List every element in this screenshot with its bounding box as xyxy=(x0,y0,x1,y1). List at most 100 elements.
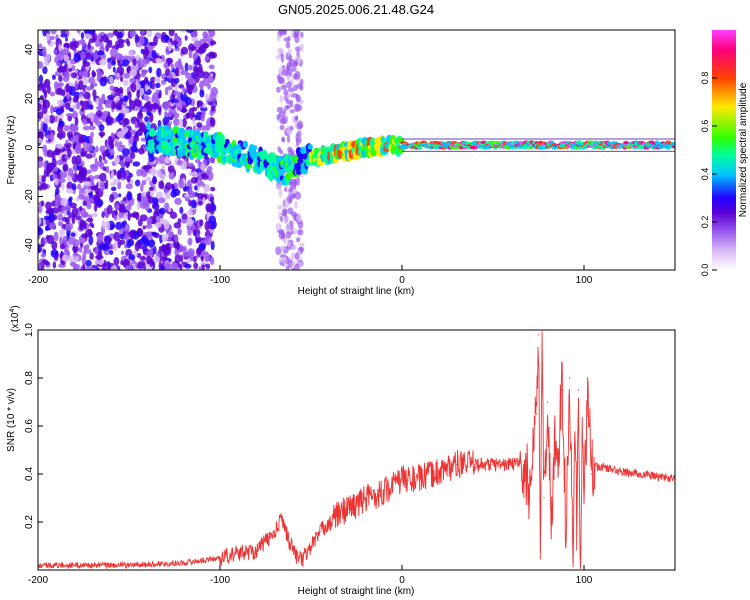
heatmap-cell xyxy=(48,213,55,223)
heatmap-cell xyxy=(59,228,65,237)
heatmap-cell xyxy=(109,85,115,91)
snr-x-axis-label: Height of straight line (km) xyxy=(298,586,415,597)
heatmap-cell xyxy=(286,104,291,110)
heatmap-cell xyxy=(289,109,296,114)
heatmap-cell xyxy=(82,118,88,126)
heatmap-cell xyxy=(164,157,171,165)
heatmap-cell xyxy=(117,42,125,49)
heatmap-cell xyxy=(127,130,131,140)
heatmap-cell xyxy=(211,204,217,212)
heatmap-cell xyxy=(196,233,201,239)
snr-data-point xyxy=(577,389,580,391)
heatmap-cell xyxy=(118,211,124,218)
heatmap-cell xyxy=(178,179,184,189)
heatmap-cell xyxy=(163,124,170,133)
heatmap-cell xyxy=(138,147,145,155)
heatmap-cell xyxy=(96,70,103,80)
heatmap-cell xyxy=(55,143,64,149)
heatmap-cell xyxy=(143,76,149,85)
heatmap-cell xyxy=(202,197,206,204)
heatmap-cell xyxy=(74,255,79,263)
snr-data-point xyxy=(587,401,589,403)
heatmap-cell xyxy=(106,261,111,267)
heatmap-cell xyxy=(73,53,81,63)
heatmap-cell xyxy=(170,261,176,270)
heatmap-cell xyxy=(112,66,116,73)
heatmap-cell xyxy=(141,57,150,65)
heatmap-cell xyxy=(189,46,197,51)
heatmap-cell xyxy=(52,150,60,156)
heatmap-cell xyxy=(87,41,91,50)
heatmap-cell xyxy=(44,261,50,266)
heatmap-cell xyxy=(102,166,107,172)
heatmap-cell xyxy=(39,95,44,100)
heatmap-cell xyxy=(174,77,180,84)
heatmap-cell xyxy=(130,30,137,37)
heatmap-cell xyxy=(145,30,153,38)
snr-data-point xyxy=(355,504,358,506)
heatmap-cell xyxy=(81,166,87,176)
snr-data-point xyxy=(519,461,521,463)
spectrogram-y-axis-label: Frequency (Hz) xyxy=(6,116,17,185)
heatmap-cell xyxy=(164,76,168,82)
heatmap-cell xyxy=(71,72,78,79)
snr-data-point xyxy=(525,478,527,480)
heatmap-cell xyxy=(62,125,71,132)
heatmap-cell xyxy=(148,130,156,137)
heatmap-cell xyxy=(45,134,52,139)
heatmap-cell xyxy=(83,91,91,100)
heatmap-cell xyxy=(149,232,153,241)
heatmap-cell xyxy=(109,249,114,255)
heatmap-cell xyxy=(175,67,180,76)
heatmap-cell xyxy=(157,92,161,99)
heatmap-cell xyxy=(285,66,290,75)
heatmap-cell xyxy=(82,200,88,206)
heatmap-cell xyxy=(63,54,70,63)
heatmap-cell xyxy=(54,115,58,123)
snr-data-point xyxy=(288,540,290,542)
heatmap-cell xyxy=(87,198,95,205)
snr-data-point xyxy=(539,550,541,552)
heatmap-cell xyxy=(56,61,61,67)
heatmap-cell xyxy=(100,132,104,138)
heatmap-cell xyxy=(65,83,70,94)
heatmap-cell xyxy=(207,76,215,84)
heatmap-cell xyxy=(52,261,57,269)
snr-data-point xyxy=(590,473,592,475)
heatmap-cell xyxy=(112,241,119,251)
heatmap-cell xyxy=(85,52,92,60)
heatmap-cell xyxy=(145,231,150,239)
heatmap-cell xyxy=(109,75,114,85)
heatmap-cell xyxy=(176,105,181,111)
heatmap-cell xyxy=(149,247,154,257)
heatmap-cell xyxy=(127,91,132,100)
heatmap-cell xyxy=(119,92,124,99)
heatmap-cell xyxy=(417,146,423,150)
heatmap-cell xyxy=(66,175,72,182)
heatmap-cell xyxy=(87,30,96,35)
heatmap-cell xyxy=(72,252,79,257)
heatmap-cell xyxy=(72,245,79,253)
heatmap-cell xyxy=(181,218,188,224)
heatmap-cell xyxy=(125,183,133,190)
heatmap-cell xyxy=(147,239,156,248)
snr-data-point xyxy=(281,516,283,518)
heatmap-cell xyxy=(42,99,51,110)
heatmap-cell xyxy=(38,160,44,168)
snr-data-point xyxy=(576,521,578,523)
heatmap-cell xyxy=(56,99,64,106)
heatmap-cell xyxy=(197,200,204,206)
heatmap-cell xyxy=(173,117,180,127)
scale-close: ) xyxy=(10,305,21,308)
heatmap-cell xyxy=(200,113,205,122)
heatmap-cell xyxy=(202,31,208,39)
snr-data-point xyxy=(572,550,574,552)
x-tick-label: 100 xyxy=(576,575,593,586)
heatmap-cell xyxy=(113,157,120,165)
heatmap-cell xyxy=(108,39,113,49)
heatmap-cell xyxy=(187,229,192,236)
heatmap-cell xyxy=(196,180,205,187)
heatmap-cell xyxy=(210,210,215,215)
snr-data-point xyxy=(219,557,221,559)
heatmap-cell xyxy=(38,61,44,69)
